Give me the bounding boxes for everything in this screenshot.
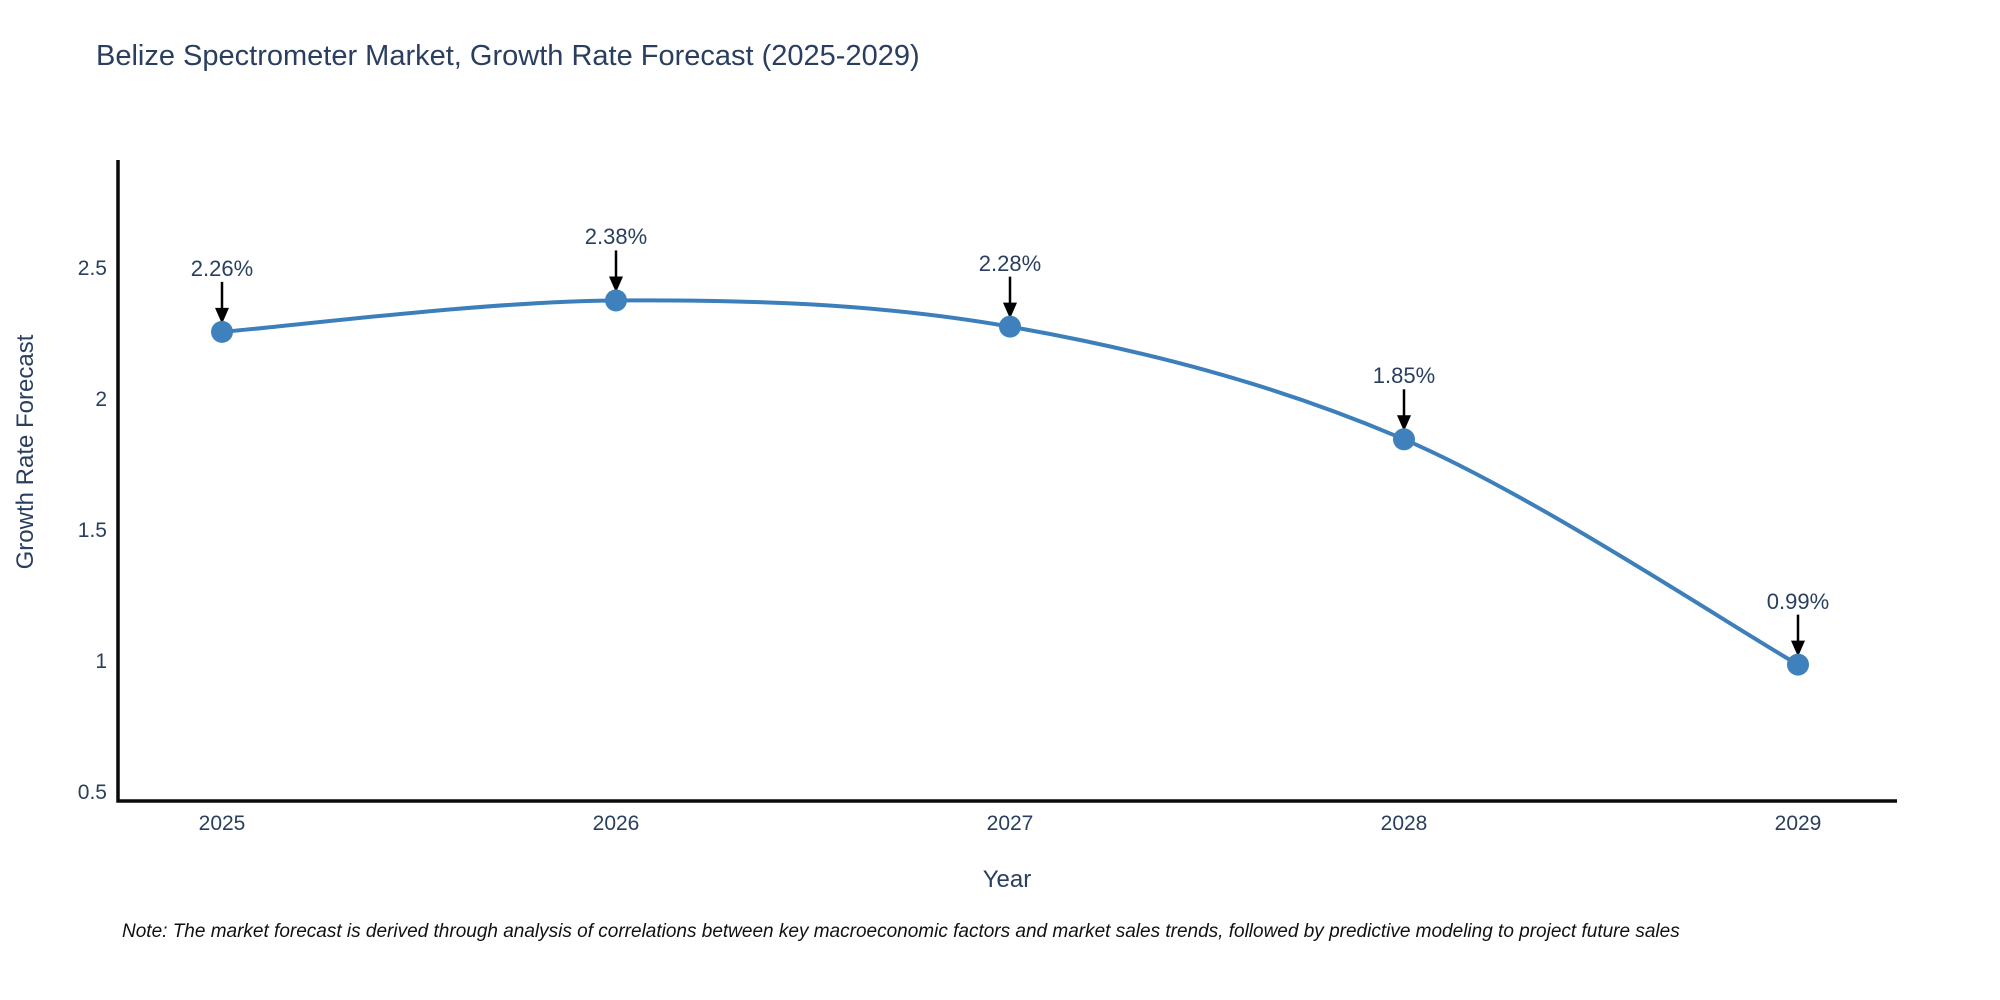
y-tick-label: 0.5 (77, 781, 107, 804)
point-value-label: 2.38% (584, 224, 648, 250)
x-axis-title: Year (982, 866, 1032, 893)
series-line (220, 298, 1800, 667)
data-point-marker (211, 320, 233, 343)
x-tick-label: 2026 (592, 812, 640, 835)
axes-group (116, 160, 1897, 803)
annotation-arrows-group (215, 250, 1805, 657)
y-tick-label: 2.5 (77, 257, 107, 280)
annotation-arrow-head (215, 307, 229, 324)
point-value-label: 2.28% (978, 250, 1042, 276)
x-tick-label: 2025 (198, 812, 246, 835)
axis-lines (116, 160, 1897, 803)
data-point-marker (1787, 653, 1809, 676)
y-tick-label: 1.5 (77, 519, 107, 542)
footnote-text: Note: The market forecast is derived thr… (122, 921, 1680, 942)
annotation-arrow-head (1791, 640, 1805, 657)
point-value-label: 1.85% (1372, 363, 1436, 389)
point-value-label: 2.26% (190, 255, 254, 281)
x-tick-label: 2027 (986, 812, 1034, 835)
x-tick-label: 2028 (1380, 812, 1428, 835)
data-point-marker (1393, 428, 1415, 451)
annotation-arrow-head (1003, 302, 1017, 319)
annotation-arrow-head (1397, 415, 1411, 432)
x-tick-label: 2029 (1774, 812, 1822, 835)
y-tick-label: 1 (95, 650, 107, 673)
point-value-label: 0.99% (1766, 588, 1830, 614)
markers-group (211, 289, 1809, 676)
series-line-group (220, 298, 1800, 667)
data-point-marker (999, 315, 1021, 338)
y-tick-label: 2 (95, 388, 107, 411)
chart-title: Belize Spectrometer Market, Growth Rate … (96, 40, 920, 72)
annotation-arrow-head (609, 276, 623, 293)
data-point-marker (605, 289, 627, 312)
